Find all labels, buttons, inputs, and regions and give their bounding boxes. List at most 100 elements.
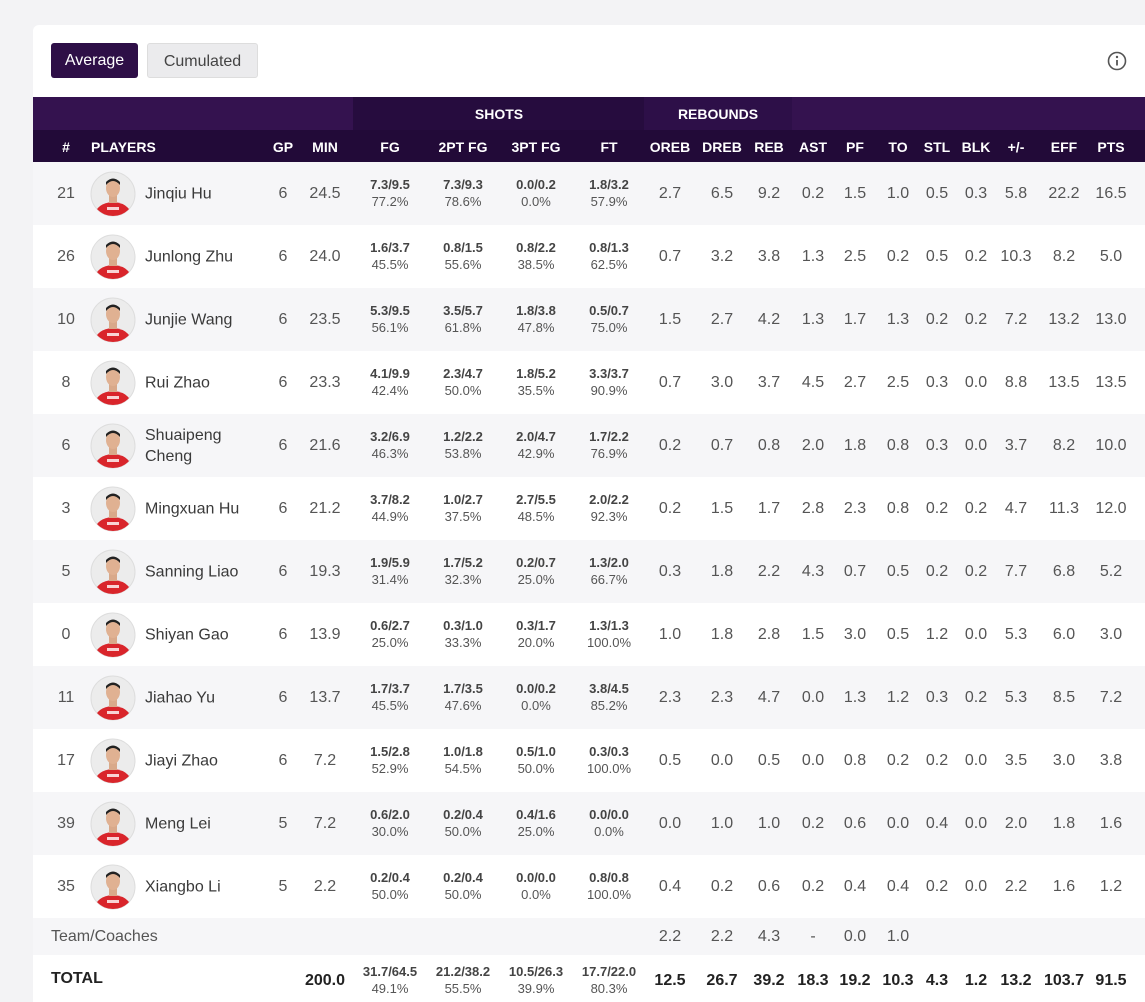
stat-value: 2.2 xyxy=(313,877,337,895)
stat-value: 4.3 xyxy=(925,971,949,989)
shot-made: 0.0/0.0 xyxy=(589,806,629,822)
column-header: GP xyxy=(272,139,294,155)
shot-pct: 50.0% xyxy=(517,760,555,776)
info-icon[interactable] xyxy=(1107,51,1127,71)
shot-made: 3.2/6.9 xyxy=(370,428,410,444)
stat-value: 0.0 xyxy=(710,751,734,769)
shot-made: 1.7/5.2 xyxy=(443,554,483,570)
player-photo xyxy=(90,801,136,846)
stat-value: 24.0 xyxy=(309,247,341,265)
player-photo xyxy=(90,864,136,909)
stat-value: 1.8 xyxy=(1052,814,1076,832)
stat-value: 0.5 xyxy=(925,247,949,265)
shot-pct: 30.0% xyxy=(371,823,409,839)
stat-value: 1.0 xyxy=(658,625,682,643)
row xyxy=(33,666,1145,729)
team-row xyxy=(33,918,1145,955)
stats-table: SHOTS REBOUNDS # PLAYERS GP MIN FG 2PT FG 3PT FG… xyxy=(33,97,1145,1002)
stat-value: 0.6 xyxy=(757,877,781,895)
shot-pct: 44.9% xyxy=(371,508,409,524)
stat-value: 0.3 xyxy=(925,688,949,706)
shot-pct: 52.9% xyxy=(371,760,409,776)
stat-value: 2.8 xyxy=(801,499,825,517)
stat-value: 23.3 xyxy=(309,373,341,391)
shot-pct: 90.9% xyxy=(590,382,628,398)
stat-value: 0.2 xyxy=(925,877,949,895)
column-header: REB xyxy=(754,139,784,155)
stat-value: 0.2 xyxy=(964,499,988,517)
stat-value: 0.2 xyxy=(710,877,734,895)
stat-value: 1.8 xyxy=(710,625,734,643)
stat-value: 2.2 xyxy=(658,927,682,945)
shot-pct: 37.5% xyxy=(444,508,482,524)
shot-made: 0.2/0.4 xyxy=(443,806,483,822)
stat-value: 6.0 xyxy=(1052,625,1076,643)
shot-made: 1.0/1.8 xyxy=(443,743,483,759)
player-name: Jiahao Yu xyxy=(145,689,215,706)
player-name: Jiayi Zhao xyxy=(145,752,218,769)
jersey-number: 10 xyxy=(57,310,75,328)
stat-value: 5.0 xyxy=(1099,247,1123,265)
stat-value: 13.2 xyxy=(1048,310,1080,328)
stat-value: 12.5 xyxy=(654,971,686,989)
stat-value: 2.0 xyxy=(801,436,825,454)
stat-value: 0.5 xyxy=(886,625,910,643)
stat-value: 3.8 xyxy=(1099,751,1123,769)
stat-value: 0.3 xyxy=(964,184,988,202)
stat-value: 2.3 xyxy=(843,499,867,517)
stat-value: 4.3 xyxy=(757,927,781,945)
stat-value: 1.8 xyxy=(843,436,867,454)
stat-value: 2.5 xyxy=(843,247,867,265)
shot-made: 0.0/0.2 xyxy=(516,680,556,696)
shot-made: 1.7/3.7 xyxy=(370,680,410,696)
column-header: BLK xyxy=(961,139,991,155)
stat-value: 0.0 xyxy=(843,927,867,945)
shot-pct: 55.6% xyxy=(444,256,482,272)
shot-pct: 38.5% xyxy=(517,256,555,272)
column-header: PF xyxy=(846,139,864,155)
stat-value: 13.0 xyxy=(1095,310,1127,328)
shot-made: 0.2/0.4 xyxy=(443,869,483,885)
shot-pct: 92.3% xyxy=(590,508,628,524)
cumulated-button[interactable]: Cumulated xyxy=(147,43,258,78)
stat-value: 1.5 xyxy=(843,184,867,202)
stat-value: 3.5 xyxy=(1004,751,1028,769)
shot-made: 0.6/2.7 xyxy=(370,617,410,633)
stat-value: 6 xyxy=(278,436,288,454)
stat-value: 16.5 xyxy=(1095,184,1127,202)
column-header: DREB xyxy=(702,139,742,155)
stat-value: 1.3 xyxy=(886,310,910,328)
stat-value: 6 xyxy=(278,625,288,643)
stat-value: 4.7 xyxy=(757,688,781,706)
player-name: Shuaipeng Cheng xyxy=(145,426,222,465)
shot-pct: 56.1% xyxy=(371,319,409,335)
stat-value: 0.2 xyxy=(801,877,825,895)
stat-value: 2.2 xyxy=(757,562,781,580)
column-header: OREB xyxy=(649,139,691,155)
stat-value: 1.0 xyxy=(757,814,781,832)
shot-pct: 49.1% xyxy=(371,980,409,996)
stat-value: 5 xyxy=(278,877,288,895)
stat-value: 12.0 xyxy=(1095,499,1127,517)
stat-value: 7.2 xyxy=(1099,688,1123,706)
total-label: TOTAL xyxy=(51,970,103,987)
shot-made: 2.3/4.7 xyxy=(443,365,483,381)
stat-value: 21.2 xyxy=(309,499,341,517)
player-name: Xiangbo Li xyxy=(145,878,221,895)
stat-value: 8.8 xyxy=(1004,373,1028,391)
row xyxy=(33,414,1145,477)
shot-made: 31.7/64.5 xyxy=(362,963,418,979)
shot-pct: 75.0% xyxy=(590,319,628,335)
shot-made: 1.7/3.5 xyxy=(443,680,483,696)
stat-value: 1.5 xyxy=(801,625,825,643)
shot-made: 17.7/22.0 xyxy=(581,963,637,979)
player-photo xyxy=(90,171,136,216)
average-button[interactable]: Average xyxy=(51,43,138,78)
stat-value: 0.2 xyxy=(886,751,910,769)
stat-value: 23.5 xyxy=(309,310,341,328)
stat-value: 3.0 xyxy=(843,625,867,643)
shot-made: 0.3/1.7 xyxy=(516,617,556,633)
stat-value: 0.4 xyxy=(925,814,949,832)
stat-value: 2.2 xyxy=(1004,877,1028,895)
